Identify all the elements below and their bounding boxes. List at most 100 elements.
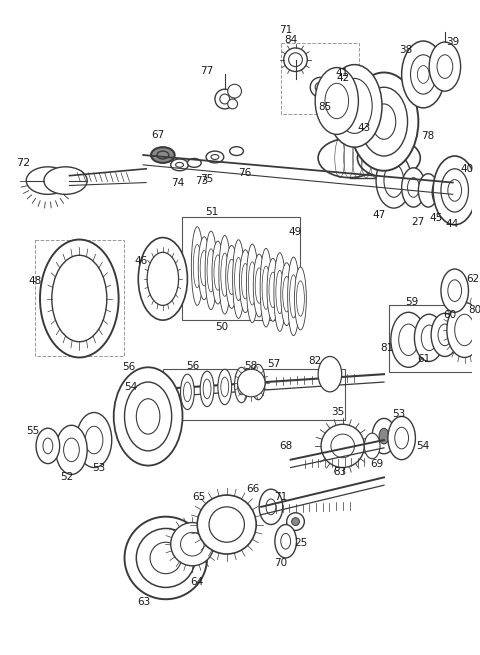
- Text: 71: 71: [274, 492, 288, 502]
- Ellipse shape: [395, 427, 408, 449]
- Ellipse shape: [402, 41, 445, 108]
- Text: 42: 42: [336, 73, 349, 83]
- Ellipse shape: [433, 156, 476, 225]
- Circle shape: [124, 517, 207, 599]
- Ellipse shape: [176, 162, 183, 167]
- Ellipse shape: [180, 374, 194, 409]
- Ellipse shape: [238, 375, 245, 395]
- Ellipse shape: [151, 147, 175, 163]
- Text: 47: 47: [372, 210, 385, 220]
- Ellipse shape: [262, 266, 270, 309]
- Ellipse shape: [266, 499, 276, 515]
- Ellipse shape: [364, 433, 380, 458]
- Text: 80: 80: [468, 305, 480, 315]
- Ellipse shape: [259, 489, 283, 525]
- Ellipse shape: [255, 268, 263, 303]
- Text: 52: 52: [60, 472, 73, 482]
- Ellipse shape: [252, 364, 265, 400]
- Text: 56: 56: [122, 362, 135, 372]
- Ellipse shape: [448, 280, 462, 301]
- Ellipse shape: [315, 67, 359, 134]
- Ellipse shape: [253, 254, 265, 317]
- Ellipse shape: [233, 240, 244, 318]
- Text: 73: 73: [195, 176, 209, 185]
- Ellipse shape: [410, 55, 436, 94]
- Text: 50: 50: [215, 322, 228, 332]
- Ellipse shape: [254, 372, 262, 392]
- Text: 64: 64: [191, 576, 204, 586]
- Ellipse shape: [399, 324, 419, 356]
- Text: 61: 61: [418, 354, 431, 364]
- Ellipse shape: [235, 367, 248, 403]
- Ellipse shape: [289, 274, 298, 318]
- Ellipse shape: [414, 314, 444, 362]
- Circle shape: [136, 529, 195, 588]
- Ellipse shape: [441, 169, 468, 212]
- Ellipse shape: [349, 73, 419, 171]
- Text: 69: 69: [371, 458, 384, 468]
- Ellipse shape: [200, 251, 208, 286]
- Ellipse shape: [432, 179, 448, 206]
- Ellipse shape: [297, 281, 304, 316]
- Ellipse shape: [438, 324, 452, 346]
- Ellipse shape: [157, 151, 169, 159]
- Ellipse shape: [52, 255, 107, 342]
- Ellipse shape: [187, 159, 201, 167]
- Circle shape: [287, 513, 304, 531]
- Ellipse shape: [388, 417, 415, 460]
- Ellipse shape: [360, 87, 408, 156]
- Ellipse shape: [76, 413, 112, 468]
- Ellipse shape: [447, 303, 480, 358]
- Ellipse shape: [219, 235, 231, 314]
- Text: 78: 78: [421, 132, 435, 141]
- Ellipse shape: [337, 79, 372, 134]
- Ellipse shape: [419, 174, 438, 207]
- Text: 54: 54: [124, 382, 137, 392]
- Circle shape: [228, 84, 241, 98]
- Text: 45: 45: [430, 213, 443, 223]
- Text: 25: 25: [294, 538, 307, 548]
- Ellipse shape: [391, 312, 426, 367]
- Ellipse shape: [200, 371, 214, 407]
- Text: 70: 70: [274, 558, 288, 568]
- Text: 49: 49: [289, 227, 302, 236]
- Text: 56: 56: [186, 362, 199, 371]
- Text: 53: 53: [392, 409, 405, 419]
- Ellipse shape: [295, 267, 306, 330]
- Ellipse shape: [431, 313, 459, 356]
- Circle shape: [238, 369, 265, 397]
- Ellipse shape: [240, 250, 252, 312]
- Text: 72: 72: [16, 158, 30, 168]
- Text: 83: 83: [333, 468, 347, 477]
- Ellipse shape: [281, 533, 290, 549]
- Ellipse shape: [327, 65, 382, 147]
- Text: 68: 68: [279, 441, 292, 451]
- Circle shape: [288, 53, 302, 67]
- Text: 85: 85: [318, 102, 332, 112]
- Ellipse shape: [318, 138, 381, 178]
- Ellipse shape: [26, 167, 70, 195]
- Bar: [389, 305, 480, 372]
- Ellipse shape: [63, 438, 79, 462]
- Circle shape: [150, 542, 181, 574]
- Text: 84: 84: [284, 35, 297, 45]
- Ellipse shape: [221, 377, 228, 397]
- Text: 43: 43: [358, 124, 371, 134]
- Ellipse shape: [226, 246, 238, 309]
- Ellipse shape: [441, 269, 468, 312]
- Ellipse shape: [198, 237, 210, 300]
- Text: 66: 66: [247, 484, 260, 494]
- Circle shape: [291, 517, 300, 525]
- Circle shape: [228, 99, 238, 109]
- Text: 44: 44: [445, 219, 458, 229]
- Ellipse shape: [40, 240, 119, 358]
- Circle shape: [220, 94, 229, 104]
- Ellipse shape: [274, 253, 286, 331]
- Text: 59: 59: [405, 297, 418, 307]
- Ellipse shape: [429, 42, 461, 91]
- Ellipse shape: [276, 271, 284, 314]
- Ellipse shape: [114, 367, 182, 466]
- Ellipse shape: [437, 55, 453, 79]
- Text: 74: 74: [171, 178, 184, 187]
- Ellipse shape: [372, 104, 396, 140]
